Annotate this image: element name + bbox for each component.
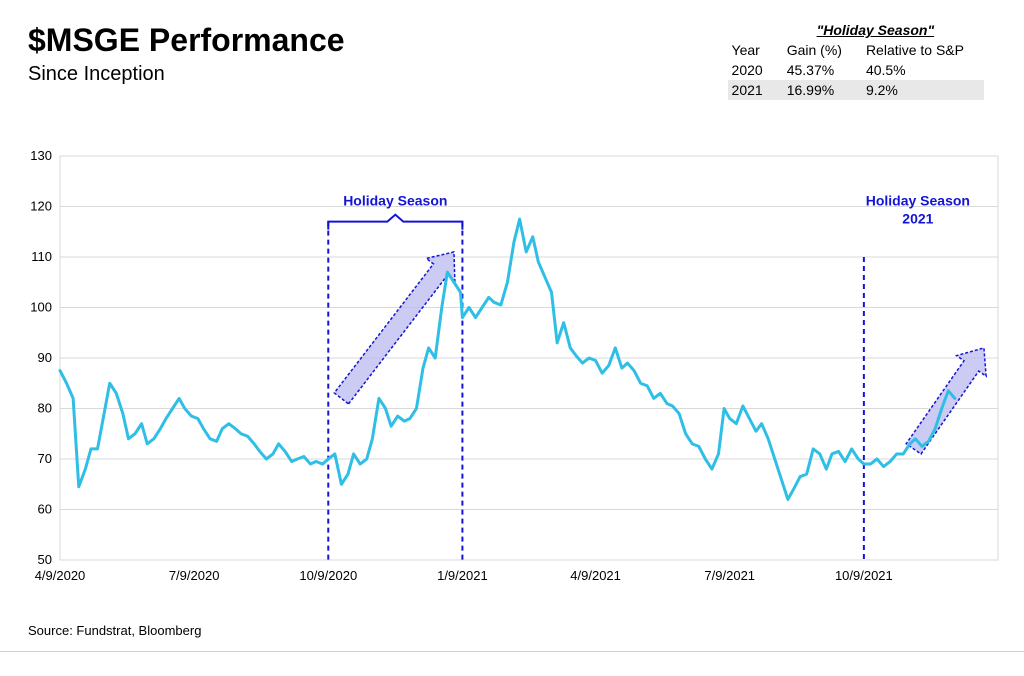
svg-text:7/9/2020: 7/9/2020: [169, 568, 220, 583]
table-cell: 9.2%: [862, 80, 984, 100]
svg-text:10/9/2020: 10/9/2020: [299, 568, 357, 583]
col-gain: Gain (%): [783, 40, 862, 60]
performance-chart: 50 60 70 80 90 100 110 120 130 4/9/2020 7/9/2020 10…: [18, 150, 1006, 590]
svg-text:4/9/2021: 4/9/2021: [570, 568, 621, 583]
table-cell: 2021: [728, 80, 783, 100]
svg-text:90: 90: [38, 350, 52, 365]
chart-title: $MSGE Performance: [28, 22, 345, 59]
svg-text:70: 70: [38, 451, 52, 466]
source-line: Source: Fundstrat, Bloomberg: [28, 623, 201, 638]
col-year: Year: [728, 40, 783, 60]
svg-text:1/9/2021: 1/9/2021: [437, 568, 488, 583]
table-row: 202116.99%9.2%: [728, 80, 984, 100]
table-caption: "Holiday Season": [783, 20, 984, 40]
svg-text:7/9/2021: 7/9/2021: [704, 568, 755, 583]
table-cell: 45.37%: [783, 60, 862, 80]
table-head-row: Year Gain (%) Relative to S&P: [728, 40, 984, 60]
svg-text:110: 110: [31, 249, 52, 264]
svg-text:Holiday Season: Holiday Season: [343, 193, 447, 209]
table-row: 202045.37%40.5%: [728, 60, 984, 80]
svg-text:80: 80: [38, 401, 52, 416]
table-cell: 16.99%: [783, 80, 862, 100]
svg-text:10/9/2021: 10/9/2021: [835, 568, 893, 583]
svg-text:130: 130: [30, 150, 52, 163]
holiday-table: "Holiday Season" Year Gain (%) Relative …: [728, 20, 984, 100]
chart-subtitle: Since Inception: [28, 63, 345, 86]
chart-header: $MSGE Performance Since Inception: [28, 22, 345, 86]
svg-text:120: 120: [30, 199, 52, 214]
svg-text:60: 60: [38, 502, 52, 517]
svg-text:Holiday Season: Holiday Season: [866, 193, 970, 209]
table-cell: 2020: [728, 60, 783, 80]
svg-text:100: 100: [30, 300, 52, 315]
table-cell: 40.5%: [862, 60, 984, 80]
svg-text:50: 50: [38, 552, 52, 567]
svg-text:2021: 2021: [902, 211, 933, 227]
col-relative: Relative to S&P: [862, 40, 984, 60]
bottom-rule: [0, 651, 1024, 652]
svg-text:4/9/2020: 4/9/2020: [35, 568, 86, 583]
